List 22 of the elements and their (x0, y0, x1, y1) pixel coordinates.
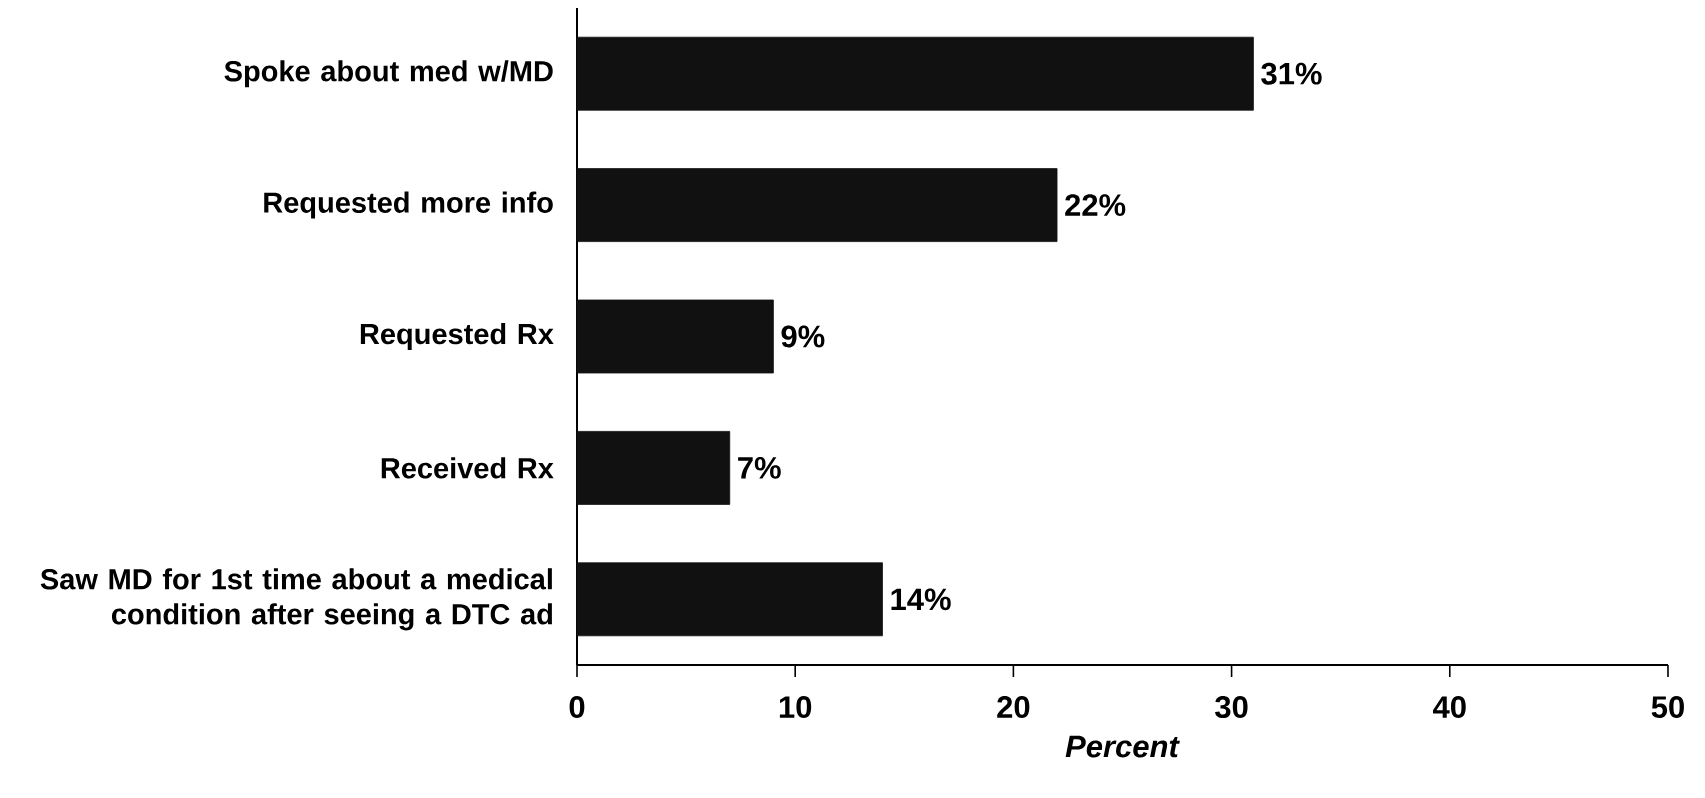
x-tick-label: 0 (569, 696, 585, 719)
bar (576, 431, 731, 505)
bar (576, 299, 774, 374)
data-label: 7% (738, 457, 781, 479)
y-tick-label: Requested more info (264, 191, 553, 219)
bar (576, 562, 883, 637)
x-axis-title: Percent (1065, 735, 1180, 758)
x-tick-label: 40 (1433, 696, 1466, 719)
y-tick-label: Spoke about med w/MD (224, 60, 553, 88)
data-label: 31% (1261, 62, 1322, 85)
x-tick-label: 20 (997, 696, 1030, 719)
x-tick-label: 30 (1215, 696, 1248, 719)
bar (576, 36, 1254, 111)
y-tick-label: Received Rx (381, 457, 554, 479)
data-label: 14% (891, 588, 951, 611)
y-tick-label: Requested Rx (360, 322, 554, 351)
x-tick-label: 50 (1651, 696, 1684, 719)
data-label: 22% (1065, 194, 1126, 217)
x-tick-label: 10 (779, 696, 812, 719)
bar (576, 168, 1058, 242)
y-tick-label: Saw MD for 1st time about a medical condition after seeing a DTC ad (40, 568, 553, 631)
data-label: 9% (781, 325, 825, 348)
